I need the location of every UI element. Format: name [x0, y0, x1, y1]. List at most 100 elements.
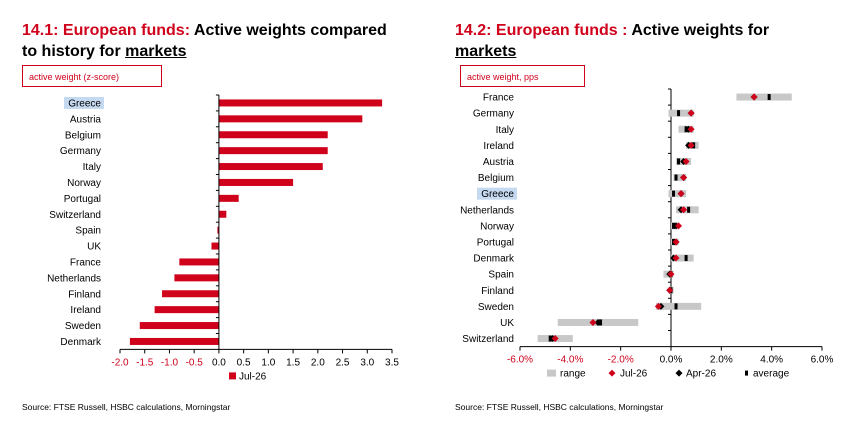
range-bar: [668, 190, 687, 198]
right-panel: 14.2: European funds : Active weights fo…: [430, 0, 844, 438]
legend-label: Apr-26: [686, 369, 716, 380]
average-marker: [677, 158, 681, 165]
average-marker: [672, 190, 676, 197]
bar: [129, 337, 219, 345]
category-label: Greece: [68, 98, 101, 109]
bar: [139, 322, 219, 330]
legend-swatch-average: [745, 370, 748, 376]
category-label: Denmark: [60, 337, 102, 348]
category-label: Sweden: [478, 302, 514, 313]
category-label: Greece: [481, 189, 514, 200]
category-label: UK: [87, 242, 101, 253]
x-tick-label: 3.5: [385, 357, 399, 368]
x-tick-label: 4.0%: [760, 355, 783, 366]
x-tick-label: -2.0: [111, 357, 129, 368]
category-label: Portugal: [64, 194, 101, 205]
highlight-box: [64, 96, 104, 109]
legend-label: range: [560, 369, 586, 380]
category-label: Finland: [481, 286, 514, 297]
jul26-marker: [667, 270, 675, 278]
category-label: UK: [500, 318, 514, 329]
bar: [218, 115, 363, 123]
range-bar: [655, 302, 702, 310]
category-label: Austria: [483, 157, 515, 168]
left-panel: 14.1: European funds: Active weights com…: [22, 22, 399, 412]
x-tick-label: -0.5: [186, 357, 204, 368]
jul26-marker: [672, 254, 680, 262]
right-range-chart: France Germany Italy Ireland Austria Belgium G…: [460, 88, 834, 380]
range-bar: [673, 174, 687, 182]
category-label: Italy: [496, 125, 514, 136]
x-tick-label: -6.0%: [507, 355, 533, 366]
average-marker: [767, 94, 771, 101]
x-tick-label: 6.0%: [811, 355, 834, 366]
jul26-marker: [672, 238, 680, 246]
range-bar: [668, 109, 694, 117]
category-label: Portugal: [477, 237, 514, 248]
range-bar: [736, 93, 792, 101]
right-chart-title: 14.2: European funds : Active weights fo…: [455, 22, 770, 60]
legend-swatch-apr26: [675, 369, 683, 377]
jul26-marker: [677, 190, 685, 198]
category-label: Norway: [480, 221, 514, 232]
category-label: Belgium: [478, 173, 514, 184]
x-tick-label: 2.0: [311, 357, 325, 368]
category-label: Germany: [60, 146, 101, 157]
bar: [218, 210, 227, 218]
x-tick-label: 0.0: [212, 357, 226, 368]
average-marker: [677, 110, 681, 117]
category-label: Ireland: [483, 141, 514, 152]
highlight-box: [477, 187, 517, 200]
category-label: Norway: [67, 178, 101, 189]
jul26-marker: [666, 286, 674, 294]
category-label: Belgium: [65, 130, 101, 141]
x-tick-label: -1.5: [136, 357, 154, 368]
average-marker: [684, 255, 688, 262]
x-tick-label: 0.0%: [660, 355, 683, 366]
bar: [218, 163, 323, 171]
category-label: Germany: [473, 109, 514, 120]
jul26-marker: [654, 302, 662, 310]
legend-label: Jul-26: [239, 371, 267, 382]
legend-swatch-range: [547, 369, 556, 377]
bar: [218, 99, 383, 107]
bar: [218, 194, 239, 202]
category-label: Spain: [75, 226, 101, 237]
x-tick-label: 3.0: [360, 357, 374, 368]
left-chart-title: 14.1: European funds: Active weights com…: [22, 22, 387, 60]
jul26-marker: [687, 109, 695, 117]
jul26-marker: [750, 93, 758, 101]
category-label: Netherlands: [47, 273, 101, 284]
jul26-marker: [687, 141, 695, 149]
category-label: Ireland: [70, 305, 101, 316]
right-source-note: Source: FTSE Russell, HSBC calculations,…: [455, 402, 664, 412]
average-marker: [674, 174, 678, 181]
right-unit-label: active weight, pps: [460, 65, 585, 87]
bar: [218, 178, 294, 186]
legend-swatch-jul26: [229, 372, 236, 380]
jul26-marker: [682, 157, 690, 165]
left-unit-label: active weight (z-score): [22, 65, 162, 87]
category-label: France: [483, 93, 515, 104]
category-label: Switzerland: [49, 210, 101, 221]
x-tick-label: 0.5: [237, 357, 251, 368]
left-source-note: Source: FTSE Russell, HSBC calculations,…: [22, 402, 231, 412]
category-label: Italy: [83, 162, 101, 173]
apr26-marker: [594, 318, 602, 326]
x-tick-label: -1.0: [161, 357, 179, 368]
category-label: Finland: [68, 289, 101, 300]
category-label: France: [70, 257, 102, 268]
legend-label: Jul-26: [620, 369, 648, 380]
category-label: Denmark: [473, 254, 515, 265]
jul26-marker: [551, 335, 559, 343]
average-marker: [674, 303, 678, 310]
range-bar: [671, 254, 694, 262]
category-label: Austria: [70, 114, 102, 125]
bar: [154, 306, 219, 314]
x-tick-label: 2.5: [336, 357, 350, 368]
average-marker: [687, 206, 691, 213]
legend-swatch-jul26: [608, 369, 616, 377]
bar: [218, 131, 328, 139]
jul26-marker: [687, 125, 695, 133]
legend-label: average: [753, 369, 790, 380]
